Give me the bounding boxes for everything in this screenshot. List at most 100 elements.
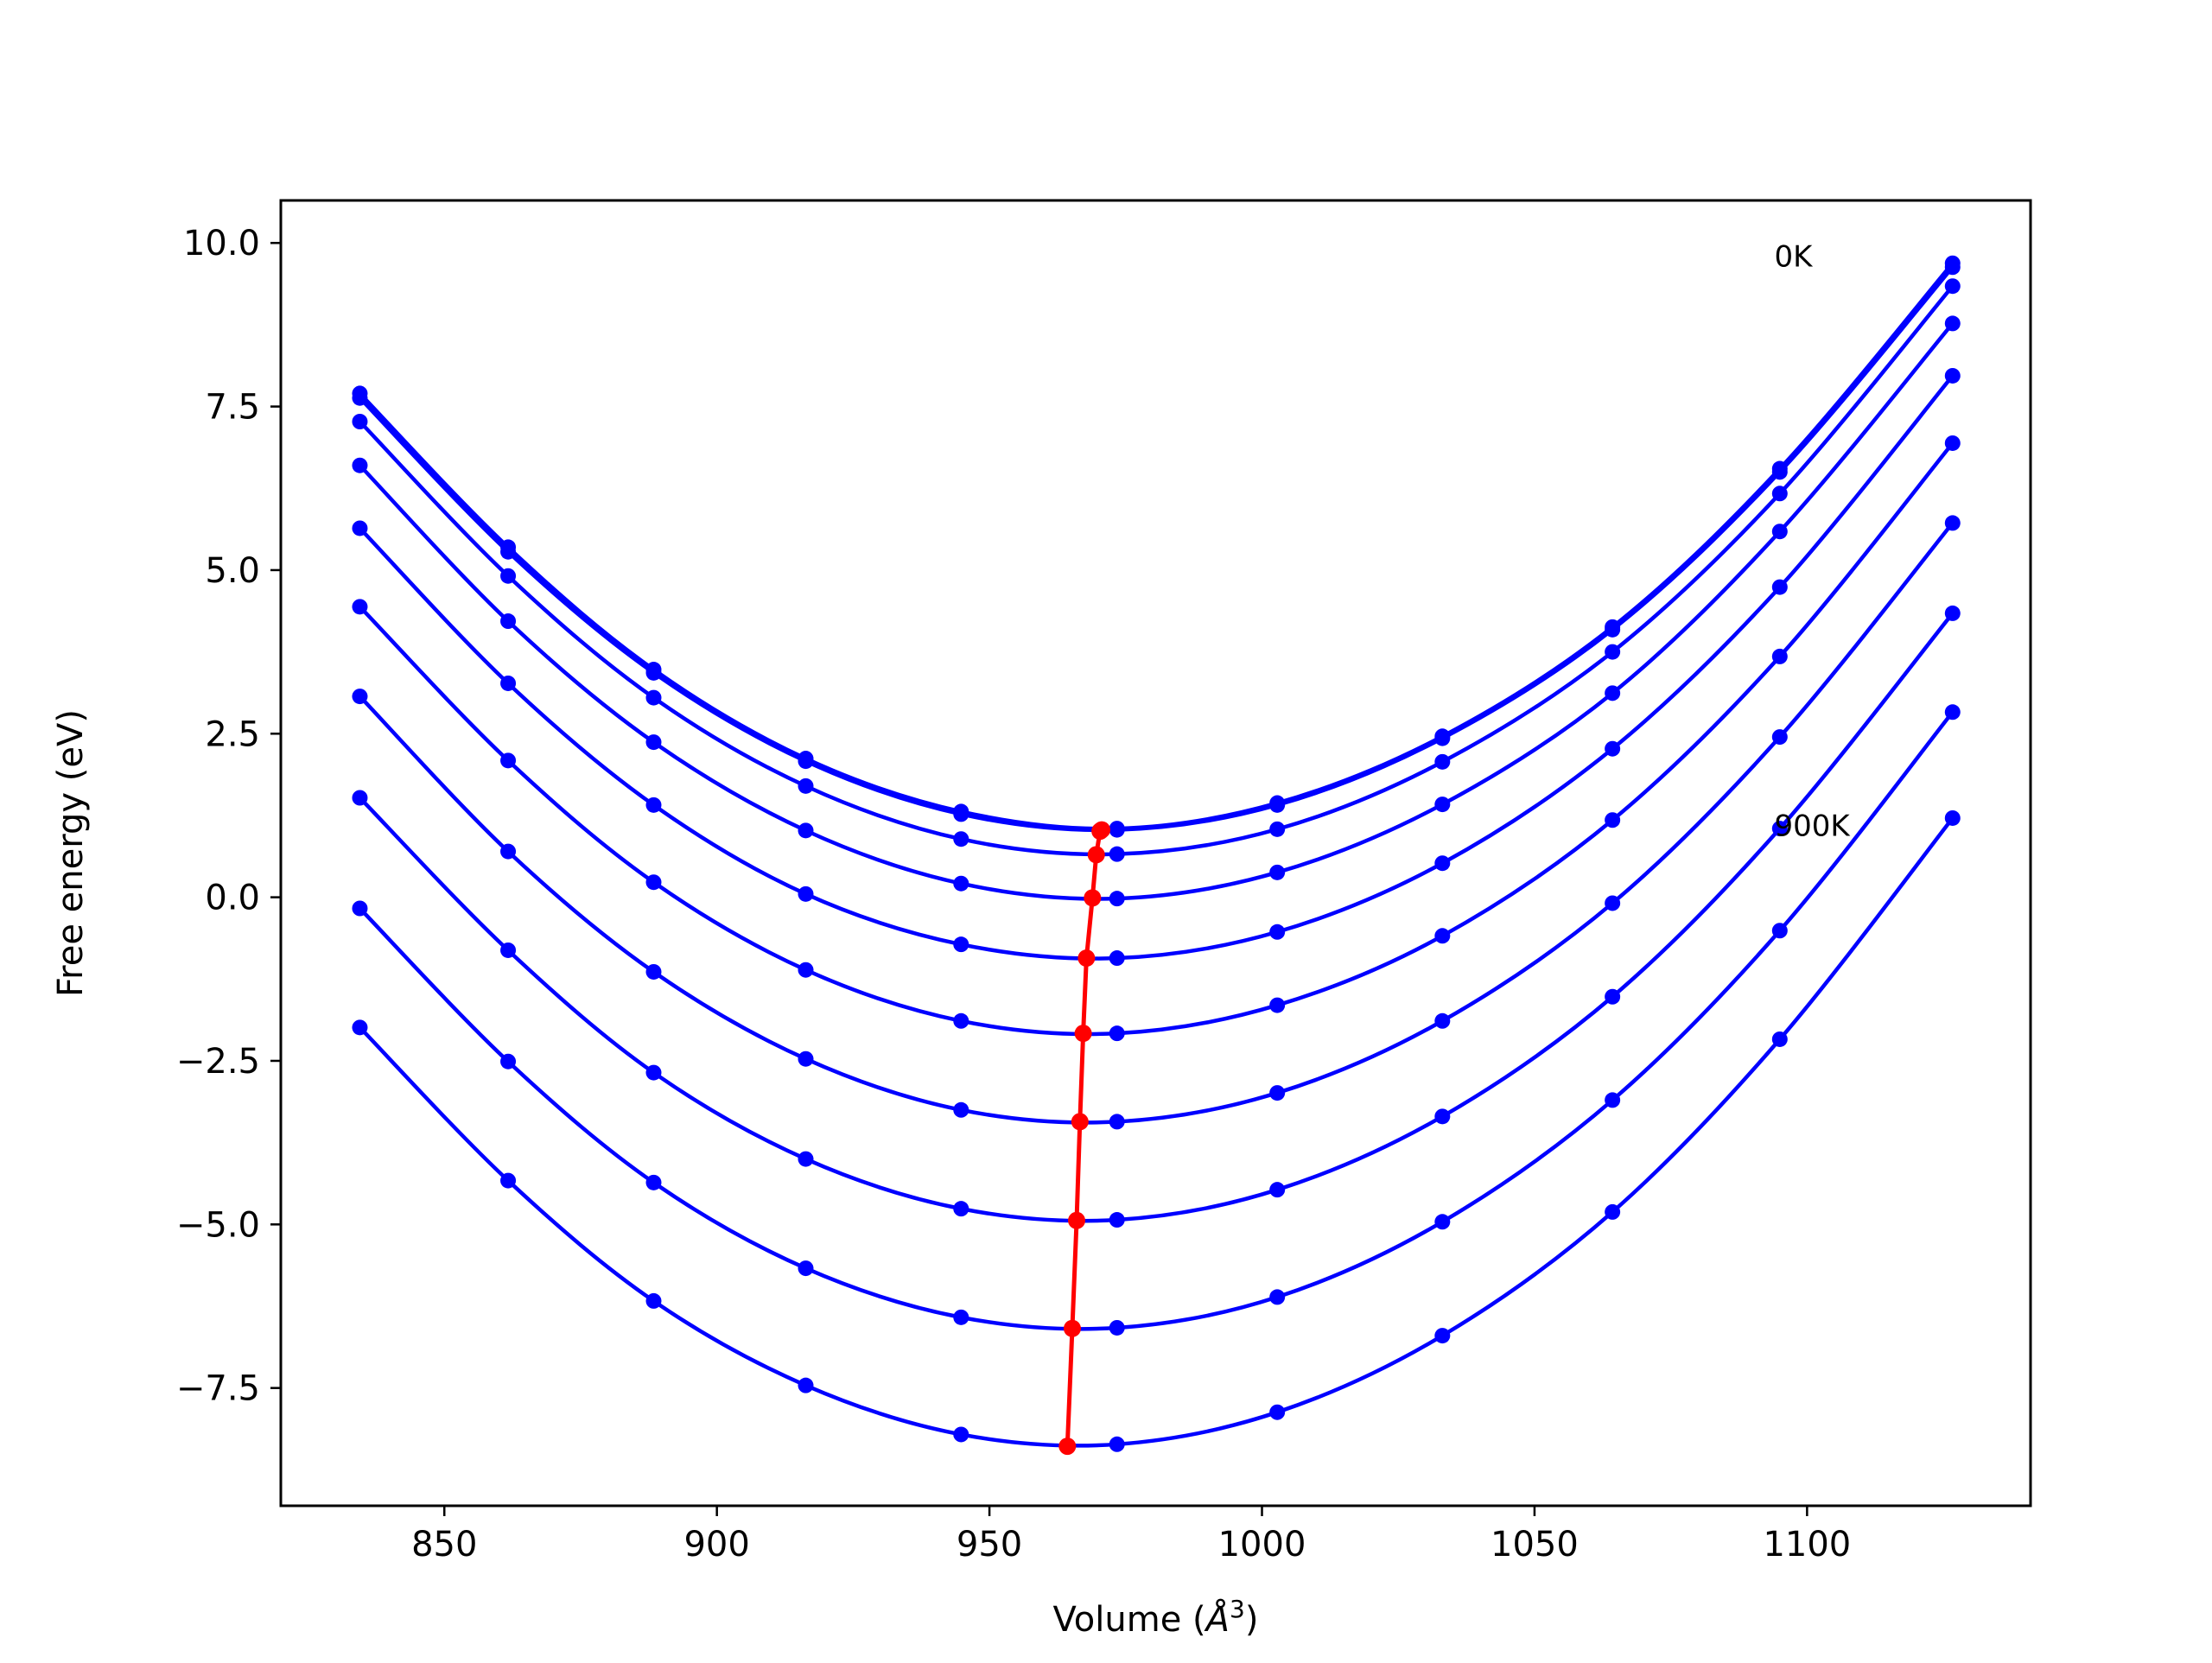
series-9-point-2 [645,1292,662,1309]
series-4-point-9 [1771,579,1788,595]
series-5-point-0 [352,599,368,615]
equilibrium-point-2 [1087,846,1105,864]
series-2-point-1 [500,568,517,584]
x-axis-label: Volume (Å3) [1053,1595,1259,1640]
y-tick-label: 0.0 [205,879,260,918]
series-7-point-9 [1771,821,1788,837]
series-5-point-8 [1605,812,1621,828]
x-tick-label: 950 [957,1525,1022,1565]
series-6-point-4 [953,1101,969,1118]
series-2-point-2 [645,689,662,706]
series-9-point-9 [1771,1031,1788,1047]
series-5-point-4 [953,1012,969,1029]
series-1-point-10 [1944,259,1961,276]
series-2-point-9 [1771,486,1788,502]
series-2-point-5 [1109,846,1125,862]
equilibrium-point-8 [1063,1319,1081,1337]
series-1-point-1 [500,543,517,560]
series-5-point-3 [798,962,814,978]
series-6-point-5 [1109,1114,1125,1130]
y-axis-label: Free energy (eV) [51,709,91,997]
annotation-layer: 0K 900K [1775,239,1852,843]
series-7-point-0 [352,790,368,806]
x-tick-label: 850 [411,1525,477,1565]
series-line-1 [358,265,1955,833]
series-1-point-7 [1434,730,1451,746]
series-5-point-6 [1269,997,1286,1013]
series-5-point-2 [645,874,662,891]
series-line-9 [358,816,1955,1448]
series-7-point-6 [1269,1182,1286,1198]
series-4-point-2 [645,797,662,813]
series-line-8 [358,710,1955,1331]
series-1-point-0 [352,390,368,406]
series-1-point-4 [953,806,969,822]
series-5-point-9 [1771,648,1788,664]
series-7-point-7 [1434,1108,1451,1125]
x-tick-label: 1050 [1491,1525,1579,1565]
series-2-point-6 [1269,821,1286,837]
series-line-5 [358,441,1955,1037]
equilibrium-point-6 [1071,1113,1089,1131]
series-1-point-9 [1771,464,1788,480]
curve-annotation: 900K [1775,809,1852,843]
series-3-point-3 [798,822,814,839]
series-6-point-1 [500,843,517,860]
series-1-point-2 [645,664,662,681]
series-3-point-10 [1944,315,1961,332]
series-7-point-3 [798,1151,814,1167]
plot-frame [279,199,2032,1507]
series-2-point-4 [953,831,969,847]
series-8-point-10 [1944,704,1961,720]
series-9-point-4 [953,1426,969,1443]
series-4-point-10 [1944,367,1961,384]
series-6-point-0 [352,689,368,705]
series-line-0 [358,262,1955,831]
y-tick-label: 5.0 [205,551,260,591]
series-9-point-8 [1605,1203,1621,1220]
curve-annotation: 0K [1775,239,1815,274]
series-line-2 [358,284,1955,857]
series-2-point-3 [798,778,814,794]
series-3-point-7 [1434,797,1451,813]
series-4-point-4 [953,936,969,953]
series-3-point-9 [1771,524,1788,540]
x-axis-label-close: ) [1245,1600,1259,1640]
x-axis-label-unit: Å [1204,1598,1230,1640]
series-6-point-7 [1434,1012,1451,1029]
series-5-point-7 [1434,928,1451,944]
y-tick-label: 10.0 [183,224,260,263]
series-2-point-8 [1605,644,1621,660]
series-2-point-10 [1944,278,1961,295]
series-3-point-2 [645,734,662,751]
equilibrium-point-1 [1091,822,1109,841]
series-3-point-6 [1269,864,1286,880]
series-4-point-6 [1269,924,1286,940]
series-5-point-10 [1944,435,1961,451]
series-2-point-0 [352,413,368,429]
series-9-point-5 [1109,1436,1125,1452]
series-2-point-7 [1434,753,1451,770]
series-3-point-8 [1605,685,1621,701]
x-tick-label: 900 [683,1525,749,1565]
series-9-point-7 [1434,1328,1451,1344]
series-5-point-1 [500,752,517,769]
series-7-point-4 [953,1201,969,1217]
series-4-point-1 [500,675,517,691]
series-9-point-1 [500,1172,517,1189]
series-1-point-5 [1109,822,1125,838]
series-8-point-7 [1434,1214,1451,1230]
series-3-point-0 [352,457,368,473]
series-9-point-0 [352,1019,368,1036]
series-3-point-5 [1109,891,1125,907]
series-1-point-6 [1269,797,1286,813]
equilibrium-point-9 [1058,1438,1077,1456]
series-6-point-3 [798,1050,814,1067]
y-tick-label: 2.5 [205,714,260,754]
y-tick-label: −2.5 [176,1042,260,1082]
y-axis-ticks: 10.0 7.5 5.0 2.5 0.0 −2.5 −5.0 −7.5 [176,224,281,1409]
series-8-point-2 [645,1174,662,1190]
series-8-point-0 [352,900,368,917]
series-6-point-6 [1269,1085,1286,1101]
